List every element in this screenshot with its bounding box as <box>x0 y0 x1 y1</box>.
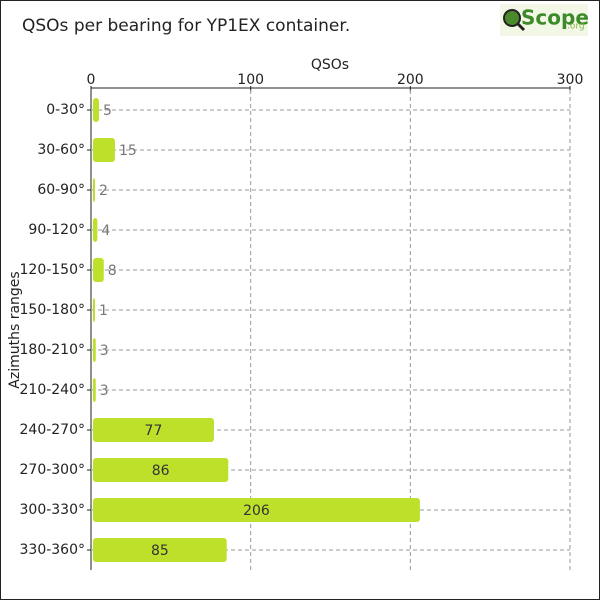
bar <box>93 98 99 122</box>
bar <box>93 498 420 522</box>
y-tick-label: 270-300° <box>20 462 86 478</box>
value-label: 4 <box>101 223 110 239</box>
y-tick-label: 30-60° <box>37 142 85 158</box>
value-label: 206 <box>243 503 270 519</box>
bar <box>93 338 96 362</box>
value-label: 8 <box>108 263 117 279</box>
y-tick-label: 210-240° <box>20 382 86 398</box>
y-tick-label: 240-270° <box>20 422 86 438</box>
y-tick-label: 180-210° <box>20 342 86 358</box>
logo-icon <box>503 9 521 27</box>
value-label: 86 <box>152 463 170 479</box>
x-tick-label: 0 <box>87 72 96 88</box>
bar <box>93 458 229 482</box>
bar <box>93 258 104 282</box>
value-label: 2 <box>99 183 108 199</box>
bar <box>93 538 227 562</box>
value-label: 5 <box>103 103 112 119</box>
x-tick-label: 300 <box>557 72 584 88</box>
x-axis-label: QSOs <box>311 57 349 73</box>
logo-text: Scope <box>521 6 589 30</box>
y-tick-label: 330-360° <box>20 542 86 558</box>
logo: Scope .org <box>500 4 589 36</box>
bar <box>93 298 95 322</box>
y-tick-label: 0-30° <box>46 102 85 118</box>
value-label: 15 <box>119 143 137 159</box>
value-label: 3 <box>100 343 109 359</box>
value-label: 85 <box>151 543 169 559</box>
bar <box>93 378 96 402</box>
bar <box>93 218 98 242</box>
logo-suffix: .org <box>567 22 585 32</box>
x-tick-label: 200 <box>397 72 424 88</box>
value-label: 3 <box>100 383 109 399</box>
bar <box>93 138 115 162</box>
y-tick-label: 300-330° <box>20 502 86 518</box>
y-tick-label: 90-120° <box>28 222 85 238</box>
chart-title: QSOs per bearing for YP1EX container. <box>22 16 350 36</box>
y-tick-label: 60-90° <box>37 182 85 198</box>
value-label: 1 <box>99 303 108 319</box>
y-tick-label: 150-180° <box>20 302 86 318</box>
y-axis-label: Azimuths ranges <box>7 271 23 388</box>
bar <box>93 178 95 202</box>
y-tick-label: 120-150° <box>20 262 86 278</box>
value-label: 77 <box>145 423 163 439</box>
logo-handle <box>516 22 526 32</box>
x-tick-label: 100 <box>237 72 264 88</box>
bar <box>93 418 214 442</box>
